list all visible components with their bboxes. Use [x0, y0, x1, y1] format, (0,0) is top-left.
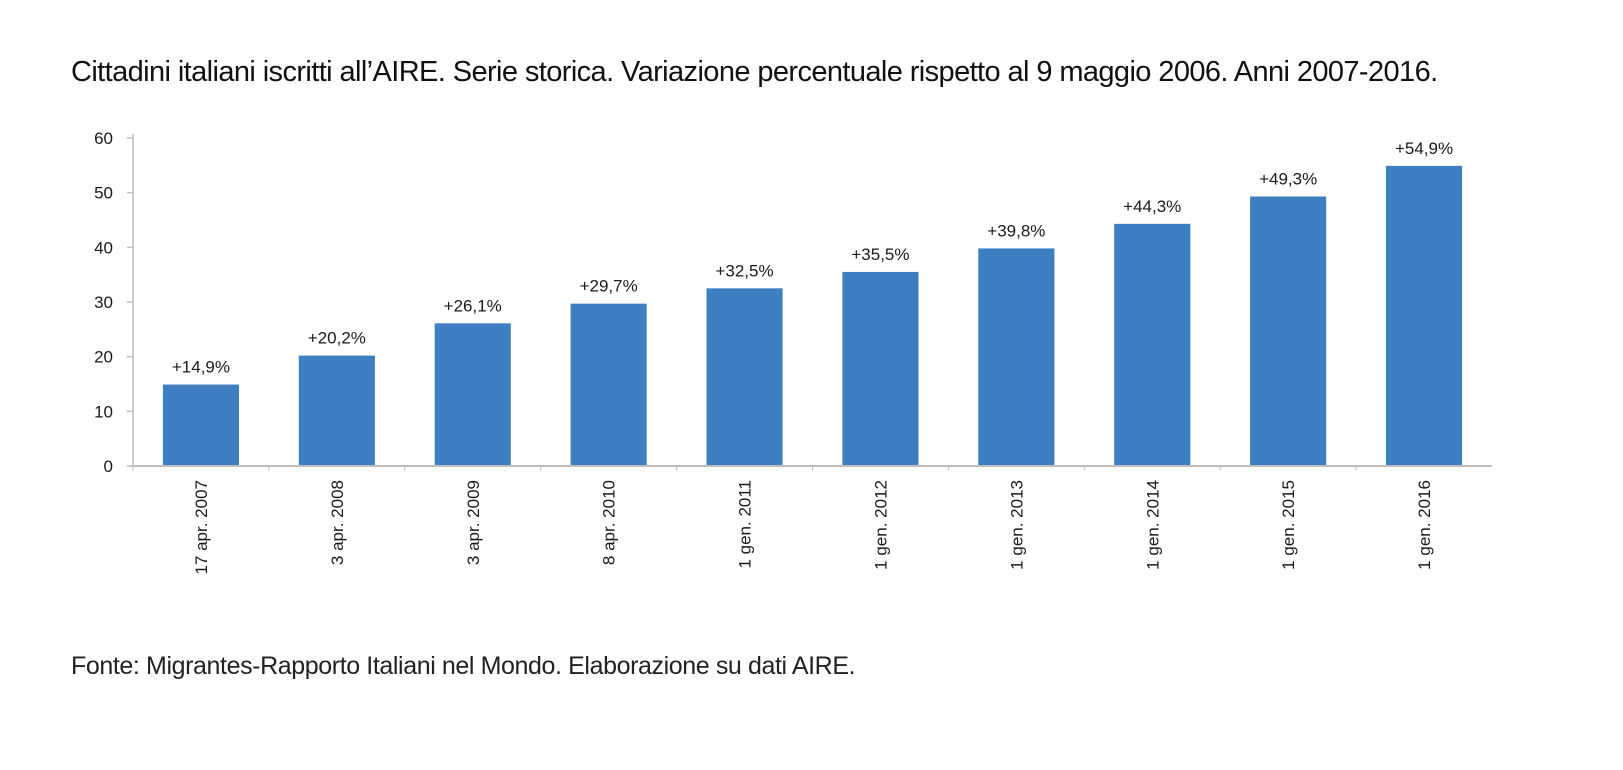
bar — [570, 303, 647, 466]
bar — [434, 323, 511, 466]
y-tick-label: 20 — [94, 348, 113, 367]
y-tick-label: 50 — [94, 184, 113, 203]
data-label: +29,7% — [580, 277, 638, 296]
data-label: +44,3% — [1123, 197, 1181, 216]
bar — [842, 271, 919, 466]
x-category-label: 1 gen. 2011 — [736, 480, 755, 569]
x-category-label: 1 gen. 2013 — [1007, 480, 1026, 570]
chart-title: Cittadini italiani iscritti all’AIRE. Se… — [71, 56, 1438, 88]
bar — [978, 248, 1055, 466]
data-label: +14,9% — [172, 358, 230, 377]
x-axis: 17 apr. 2007 3 apr. 2008 3 apr. 2009 8 apr.… — [132, 465, 1492, 575]
x-category-label: 1 gen. 2016 — [1415, 480, 1434, 570]
data-label: +20,2% — [308, 329, 366, 348]
bar — [1250, 196, 1327, 466]
y-axis: 0 10 20 30 40 50 60 — [94, 129, 134, 476]
x-category-label: 8 apr. 2010 — [600, 480, 619, 565]
y-tick-label: 60 — [94, 129, 113, 148]
y-tick-label: 10 — [94, 402, 113, 421]
x-category-label: 1 gen. 2015 — [1279, 480, 1298, 570]
bar — [1385, 165, 1463, 466]
y-tick-label: 0 — [104, 457, 113, 476]
y-tick-label: 40 — [94, 238, 113, 257]
x-category-label: 17 apr. 2007 — [192, 480, 211, 575]
y-tick-label: 30 — [94, 293, 113, 312]
bar — [1114, 223, 1191, 466]
data-labels: +14,9% +20,2% +26,1% +29,7% +32,5% +35,5% +39,… — [172, 139, 1453, 377]
data-label: +54,9% — [1395, 139, 1453, 158]
bars — [162, 165, 1463, 466]
bar — [706, 288, 783, 466]
data-label: +39,8% — [987, 221, 1045, 240]
bar — [162, 384, 240, 466]
data-label: +49,3% — [1259, 169, 1317, 188]
x-category-label: 1 gen. 2014 — [1143, 480, 1162, 570]
data-label: +35,5% — [851, 245, 909, 264]
x-category-label: 3 apr. 2008 — [328, 480, 347, 565]
x-category-label: 3 apr. 2009 — [464, 480, 483, 565]
data-label: +32,5% — [715, 261, 773, 280]
chart-source: Fonte: Migrantes-Rapporto Italiani nel M… — [71, 652, 856, 680]
bar — [298, 355, 375, 466]
data-label: +26,1% — [444, 296, 502, 315]
x-category-label: 1 gen. 2012 — [871, 480, 890, 570]
